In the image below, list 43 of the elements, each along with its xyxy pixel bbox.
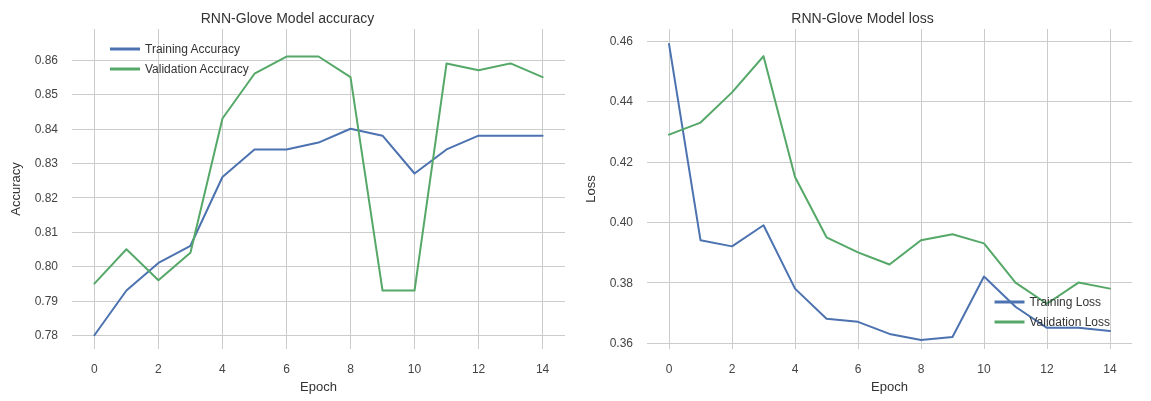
- x-tick-label: 6: [854, 362, 862, 376]
- x-tick-label: 6: [283, 362, 291, 376]
- y-tick-label: 0.81: [34, 225, 59, 240]
- y-tick-label: 0.79: [34, 293, 59, 308]
- x-tick-label: 12: [471, 362, 486, 376]
- y-tick-label: 0.86: [34, 52, 59, 67]
- x-tick-label: 2: [728, 362, 736, 376]
- x-tick-label: 4: [791, 362, 799, 376]
- y-tick-label: 0.44: [609, 94, 634, 109]
- y-tick-label: 0.78: [34, 328, 59, 343]
- y-tick-label: 0.85: [34, 87, 59, 102]
- x-tick-label: 12: [1040, 362, 1054, 376]
- line-series: [668, 43, 1111, 341]
- y-tick-label: 0.80: [34, 259, 59, 274]
- x-tick-label: 10: [407, 362, 422, 376]
- y-tick-label: 0.84: [34, 121, 59, 136]
- legend-label: Validation Accuracy: [145, 62, 249, 76]
- x-tick-label: 4: [219, 362, 227, 376]
- x-tick-label: 0: [91, 362, 99, 376]
- line-series: [93, 55, 544, 292]
- y-axis-title: Accuracy: [8, 161, 23, 216]
- y-tick-label: 0.42: [609, 154, 634, 169]
- chart-title: RNN-Glove Model loss: [791, 10, 934, 26]
- y-tick-label: 0.38: [609, 275, 634, 290]
- x-tick-label: 2: [155, 362, 163, 376]
- y-tick-label: 0.83: [34, 156, 59, 171]
- y-tick-label: 0.40: [609, 215, 634, 230]
- x-tick-label: 8: [347, 362, 355, 376]
- y-tick-label: 0.46: [609, 34, 634, 49]
- line-series: [93, 127, 544, 337]
- chart-title: RNN-Glove Model accuracy: [200, 10, 375, 26]
- y-tick-label: 0.36: [609, 335, 634, 350]
- x-axis-title: Epoch: [300, 378, 337, 394]
- x-tick-label: 10: [977, 362, 991, 376]
- y-axis-title: Loss: [583, 174, 598, 203]
- legend-label: Training Accuracy: [145, 42, 240, 56]
- x-tick-label: 0: [665, 362, 673, 376]
- x-tick-label: 14: [535, 362, 550, 376]
- x-tick-label: 14: [1103, 362, 1117, 376]
- x-axis-title: Epoch: [871, 378, 908, 394]
- x-tick-label: 8: [917, 362, 925, 376]
- legend-label: Training Loss: [1029, 295, 1102, 309]
- y-tick-label: 0.82: [34, 190, 59, 205]
